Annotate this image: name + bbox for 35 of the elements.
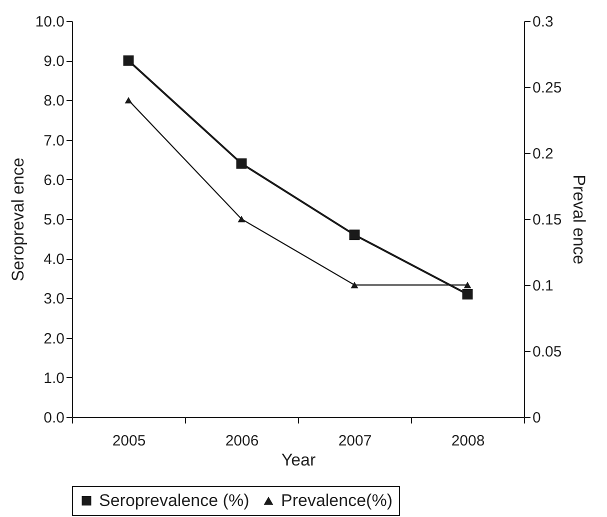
y-tick-label: 9.0 xyxy=(44,53,64,70)
y-tick-label: 2.0 xyxy=(44,330,64,348)
y2-tick-label: 0.3 xyxy=(532,14,554,30)
y2-axis-title: Preval ence xyxy=(570,174,589,264)
y2-tick-label: 0.2 xyxy=(532,146,554,162)
y-axis-title: Seropreval ence xyxy=(8,158,28,282)
y-tick-label: 8.0 xyxy=(44,92,64,110)
y2-tick-label: 0.15 xyxy=(532,212,562,228)
x-tick-label: 2006 xyxy=(225,432,259,450)
legend-label: Prevalence(%) xyxy=(281,490,392,510)
y2-tick-label: 0 xyxy=(532,410,541,426)
point xyxy=(123,55,134,66)
x-axis-title: Year xyxy=(281,450,316,470)
y-tick-label: 6.0 xyxy=(44,172,64,189)
y2-tick-label: 0.05 xyxy=(532,344,562,360)
y-tick-label: 3.0 xyxy=(44,290,64,308)
legend-label: Seroprevalence (%) xyxy=(99,490,250,510)
y-tick-label: 5.0 xyxy=(44,212,64,228)
point xyxy=(350,282,358,288)
point xyxy=(236,158,247,169)
y-tick-label: 0.0 xyxy=(44,410,64,426)
x-tick-label: 2008 xyxy=(451,432,485,450)
point xyxy=(124,96,132,104)
x-tick-label: 2005 xyxy=(112,432,146,450)
x-tick-label: 2007 xyxy=(338,432,372,450)
y2-tick-label: 0.25 xyxy=(532,80,562,96)
point xyxy=(462,288,473,300)
y-tick-label: 4.0 xyxy=(44,251,64,268)
point xyxy=(464,282,472,288)
point xyxy=(238,216,246,222)
y-tick-label: 1.0 xyxy=(44,370,64,387)
y-tick-label: 10.0 xyxy=(35,14,64,30)
y2-tick-label: 0.1 xyxy=(532,278,554,294)
y-tick-label: 7.0 xyxy=(44,132,64,150)
point xyxy=(349,230,360,240)
